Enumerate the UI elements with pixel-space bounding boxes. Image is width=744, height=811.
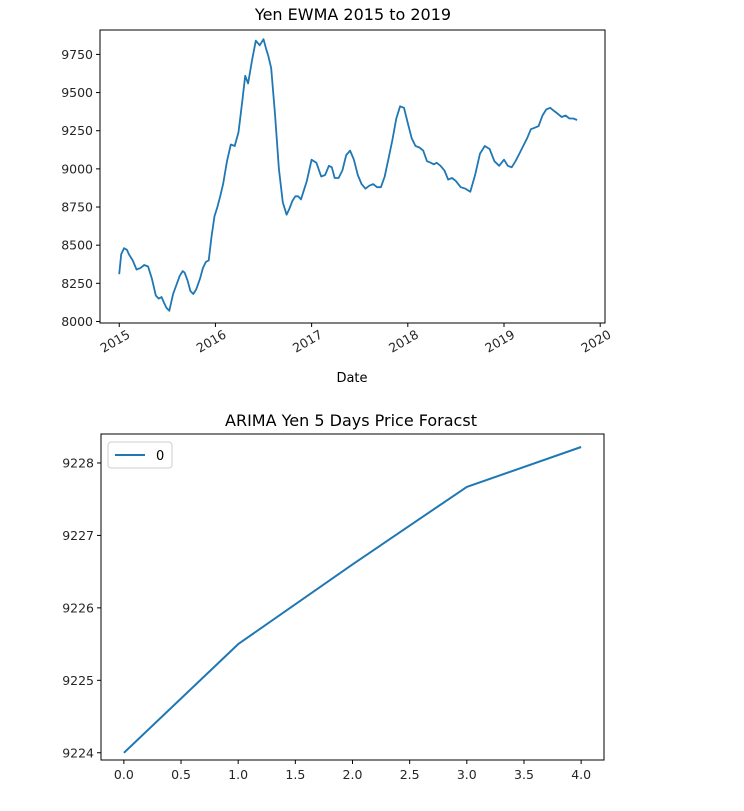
plot-frame [100,433,605,761]
y-tick-label: 9227 [62,528,94,543]
x-tick-label: 2017 [290,327,325,356]
x-tick-label: 1.0 [228,767,248,782]
x-tick-label: 3.0 [457,767,477,782]
y-axis: 9224 9225 9226 9227 9228 [62,455,101,760]
x-axis: 0.0 0.5 1.0 1.5 2.0 2.5 3.0 3.5 4.0 [114,760,591,782]
series-line [118,38,578,312]
y-tick-label: 9226 [62,600,94,615]
y-tick-label: 8000 [61,314,93,329]
y-tick-label: 8250 [61,276,93,291]
x-tick-label: 2018 [386,327,421,356]
x-tick-label: 2016 [194,327,229,356]
x-tick-label: 4.0 [571,767,591,782]
y-axis: 8000 8250 8500 8750 9000 9250 9500 9750 [61,47,100,329]
x-tick-label: 2.0 [343,767,363,782]
x-tick-label: 2.5 [400,767,420,782]
x-tick-label: 2015 [97,327,132,356]
x-tick-label: 2019 [482,327,517,356]
series-line [123,446,582,754]
y-tick-label: 9750 [61,47,93,62]
y-tick-label: 9225 [62,673,94,688]
y-tick-label: 9000 [61,161,93,176]
plot-frame [99,29,606,324]
chart-title: ARIMA Yen 5 Days Price Foracst [225,411,477,430]
chart-title: Yen EWMA 2015 to 2019 [254,5,451,24]
x-tick-label: 0.0 [114,767,134,782]
x-axis: 2015 2016 2017 2018 2019 2020 [97,323,614,356]
x-tick-label: 3.5 [514,767,534,782]
y-tick-label: 9224 [62,745,94,760]
ewma-chart: Yen EWMA 2015 to 2019 2015 2016 2017 2018 20… [61,5,613,386]
x-tick-label: 2020 [578,327,613,356]
arima-chart: ARIMA Yen 5 Days Price Foracst 0.0 0.5 1.0… [62,411,605,782]
legend: 0 [107,441,173,469]
y-tick-label: 8500 [61,238,93,253]
x-axis-label: Date [336,371,367,386]
y-tick-label: 9228 [62,455,94,470]
y-tick-label: 8750 [61,200,93,215]
y-tick-label: 9250 [61,123,93,138]
legend-label: 0 [156,449,164,464]
x-tick-label: 0.5 [171,767,191,782]
x-tick-label: 1.5 [285,767,305,782]
y-tick-label: 9500 [61,85,93,100]
